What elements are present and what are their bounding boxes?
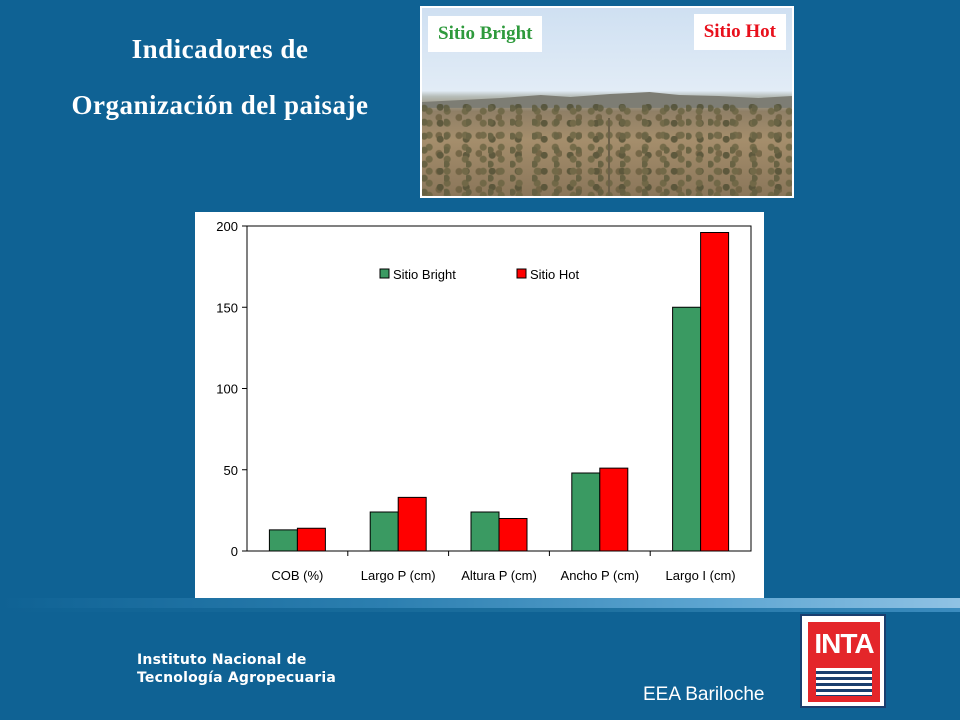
bar-hot — [397, 496, 427, 552]
title-line-2: Organización del paisaje — [71, 90, 369, 120]
decorative-band-lower — [0, 608, 960, 612]
legend-swatch — [516, 268, 527, 279]
bar-bright — [268, 529, 298, 552]
legend-label: Sitio Hot — [530, 267, 580, 282]
org-name-line-2: Tecnología Agropecuaria — [137, 670, 336, 686]
y-tick-label: 150 — [216, 300, 238, 315]
y-tick-label: 50 — [224, 463, 238, 478]
x-tick-label: Largo I (cm) — [666, 568, 736, 583]
landscape-photo: Sitio Bright Sitio Hot — [420, 6, 794, 198]
bar-bright — [369, 511, 399, 552]
bar-bright — [672, 306, 702, 552]
legend-swatch — [379, 268, 390, 279]
photo-label-bright: Sitio Bright — [428, 16, 543, 52]
y-tick-label: 100 — [216, 382, 238, 397]
decorative-band — [0, 598, 960, 608]
logo-wordmark: INTA — [814, 628, 874, 659]
title-line-1: Indicadores de — [131, 34, 309, 64]
y-tick-label: 200 — [216, 219, 238, 234]
bar-hot — [599, 467, 629, 552]
inta-logo: INTA — [800, 614, 886, 708]
bar-bright — [470, 511, 500, 552]
photo-label-hot: Sitio Hot — [693, 14, 786, 50]
x-tick-label: COB (%) — [271, 568, 323, 583]
fence-line — [608, 118, 610, 196]
bar-hot — [498, 518, 528, 552]
logo-red-block: INTA — [808, 622, 880, 702]
org-name-line-1: Instituto Nacional de — [137, 652, 307, 668]
x-tick-label: Altura P (cm) — [461, 568, 537, 583]
logo-stripes — [816, 668, 872, 696]
bar-bright — [571, 472, 601, 552]
bar-chart: 0 50 100 150 200 COB (%) Largo P (cm) Altura P … — [216, 219, 752, 583]
station-name: EEA Bariloche — [643, 684, 765, 705]
bar-hot — [700, 232, 730, 552]
bar-hot — [296, 527, 326, 552]
legend-label: Sitio Bright — [393, 267, 456, 282]
x-tick-label: Ancho P (cm) — [561, 568, 640, 583]
bar-chart-panel: 0 50 100 150 200 COB (%) Largo P (cm) Altura P … — [195, 212, 764, 598]
hills-silhouette — [422, 92, 792, 108]
x-tick-label: Largo P (cm) — [361, 568, 436, 583]
shrubland — [422, 104, 792, 196]
y-tick-label: 0 — [231, 544, 238, 559]
